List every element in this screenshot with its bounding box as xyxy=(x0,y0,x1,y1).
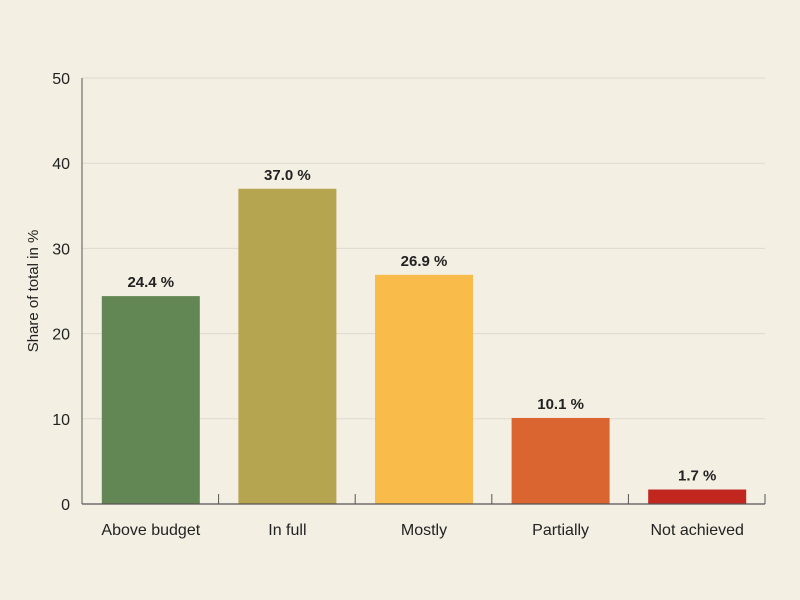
data-label: 37.0 % xyxy=(264,167,311,184)
bar xyxy=(648,489,747,504)
bars: 24.4 % 37.0 % 26.9 % 10.1 % 1.7 % xyxy=(101,167,747,504)
data-label: 10.1 % xyxy=(537,396,584,413)
y-tick-label: 10 xyxy=(52,412,70,429)
data-label: 1.7 % xyxy=(678,468,716,485)
y-axis-label: Share of total in % xyxy=(25,230,42,353)
y-tick-label: 0 xyxy=(61,497,70,514)
y-tick-label: 20 xyxy=(52,327,70,344)
data-label: 24.4 % xyxy=(127,274,174,291)
bar xyxy=(375,274,473,504)
x-tick-label: Partially xyxy=(532,522,589,539)
x-tick-label: Above budget xyxy=(101,522,200,539)
y-tick-label: 50 xyxy=(52,71,70,88)
x-tick-label: Mostly xyxy=(401,522,447,539)
y-axis-ticks: 0 10 20 30 40 50 xyxy=(52,71,70,514)
x-tick-label: Not achieved xyxy=(651,522,744,539)
x-axis-labels: Above budget In full Mostly Partially Not ac… xyxy=(101,494,766,539)
bar xyxy=(238,188,337,504)
y-tick-label: 30 xyxy=(52,241,70,258)
bar xyxy=(511,417,610,504)
y-tick-label: 40 xyxy=(52,156,70,173)
bar xyxy=(101,296,200,504)
x-tick-label: In full xyxy=(268,522,306,539)
data-label: 26.9 % xyxy=(401,253,448,270)
